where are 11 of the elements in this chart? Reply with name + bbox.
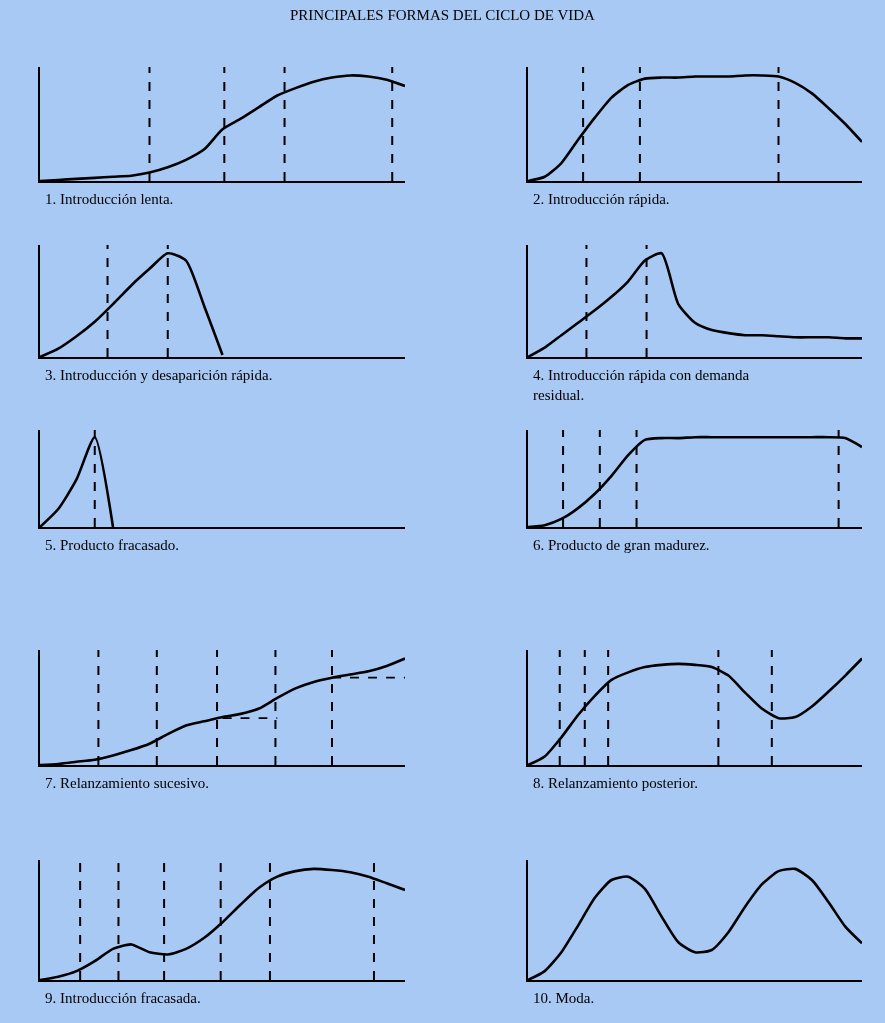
x-axis-title: 7. Relanzamiento sucesivo. bbox=[45, 775, 210, 791]
x-axis-title: 6. Producto de gran madurez. bbox=[533, 537, 710, 553]
x-axis-title: 9. Introducción fracasada. bbox=[45, 990, 201, 1006]
x-axis-title: 8. Relanzamiento posterior. bbox=[533, 775, 698, 791]
x-axis-title: 3. Introducción y desaparición rápida. bbox=[45, 367, 273, 383]
x-axis-title: 4. Introducción rápida con demanda residual. bbox=[533, 367, 750, 403]
x-axis-title: 2. Introducción rápida. bbox=[533, 191, 670, 207]
x-axis-title: 5. Producto fracasado. bbox=[45, 537, 180, 553]
text: PRINCIPALES FORMAS DEL CICLO DE VIDA bbox=[290, 7, 596, 23]
x-axis-title: 1. Introducción lenta. bbox=[45, 191, 174, 207]
x-axis-title: 10. Moda. bbox=[533, 990, 595, 1006]
